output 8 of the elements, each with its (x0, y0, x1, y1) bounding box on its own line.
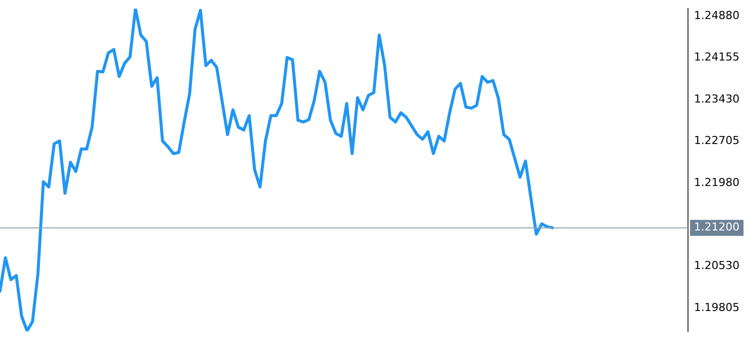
y-tick-label: 1.24880 (694, 8, 740, 22)
ref-line-label: 1.21200 (694, 220, 740, 234)
y-tick-label: 1.23430 (694, 92, 740, 106)
y-tick-label: 1.22705 (694, 134, 740, 148)
y-tick-label: 1.20530 (694, 259, 740, 272)
y-tick-label: 1.24155 (694, 50, 740, 64)
y-tick-label: 1.19805 (694, 300, 740, 314)
y-tick-label: 1.21980 (694, 176, 740, 189)
